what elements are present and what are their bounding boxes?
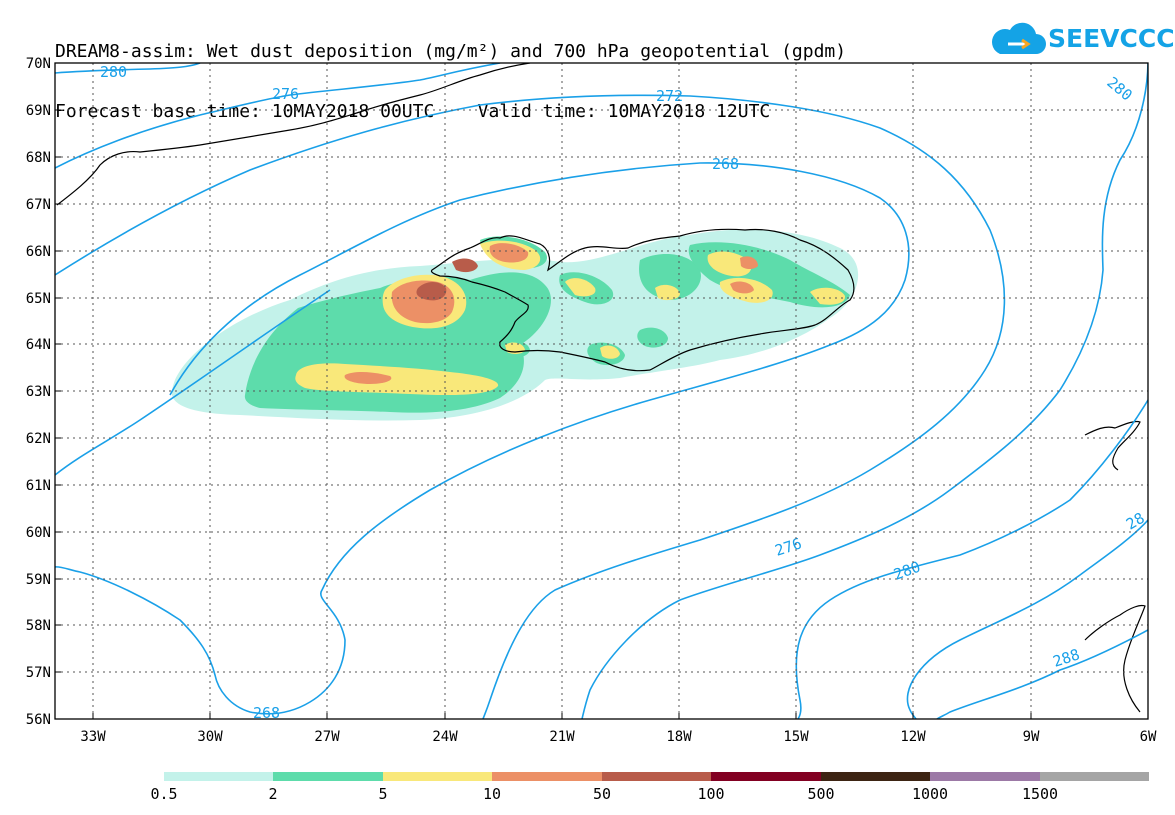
legend-swatch: [1040, 772, 1149, 781]
lon-label: 12W: [900, 729, 926, 745]
legend-labels: 0.5 2 5 10 50 100 500 1000 1500: [150, 785, 1058, 803]
legend-swatch: [711, 772, 821, 781]
lat-label: 64N: [26, 337, 51, 353]
contour-label: 276: [773, 534, 804, 559]
legend-swatch: [602, 772, 711, 781]
contour-label: 288: [1051, 645, 1082, 670]
legend-label: 10: [483, 785, 501, 803]
legend-label: 0.5: [150, 785, 177, 803]
lat-label: 59N: [26, 572, 51, 588]
map-title: DREAM8-assim: Wet dust deposition (mg/m²…: [55, 2, 846, 142]
lat-label: 61N: [26, 478, 51, 494]
lat-label: 69N: [26, 103, 51, 119]
lat-label: 56N: [26, 712, 51, 728]
lat-label: 65N: [26, 291, 51, 307]
legend-label: 50: [593, 785, 611, 803]
geopotential-contours: [55, 63, 1148, 719]
legend-label: 5: [378, 785, 387, 803]
lon-label: 27W: [314, 729, 340, 745]
lat-label: 63N: [26, 384, 51, 400]
lon-label: 30W: [197, 729, 223, 745]
contour-label: 280: [100, 63, 127, 81]
title-line-1: DREAM8-assim: Wet dust deposition (mg/m²…: [55, 41, 847, 62]
legend-label: 1000: [912, 785, 948, 803]
legend-swatch: [383, 772, 492, 781]
title-line-2: Forecast base time: 10MAY2018 00UTC Vali…: [55, 101, 771, 122]
contour-label: 276: [272, 85, 299, 103]
contour-label: 28: [1123, 509, 1148, 534]
lat-label: 62N: [26, 431, 51, 447]
lat-ticks: [55, 62, 61, 720]
cloud-icon: [992, 22, 1046, 54]
lon-label: 9W: [1023, 729, 1040, 745]
lat-labels: 70N 69N 68N 67N 66N 65N 64N 63N 62N 61N …: [26, 56, 51, 728]
legend-swatch: [164, 772, 273, 781]
lat-label: 70N: [26, 56, 51, 72]
dust-deposition-field: [171, 229, 859, 421]
lon-label: 15W: [783, 729, 809, 745]
lat-label: 60N: [26, 525, 51, 541]
lat-label: 66N: [26, 244, 51, 260]
lat-label: 68N: [26, 150, 51, 166]
legend-label: 1500: [1022, 785, 1058, 803]
lon-label: 24W: [432, 729, 458, 745]
lat-label: 67N: [26, 197, 51, 213]
legend-colorbar: [164, 772, 1149, 781]
lon-label: 21W: [549, 729, 575, 745]
legend-label: 500: [807, 785, 834, 803]
lon-label: 33W: [80, 729, 106, 745]
contour-label: 272: [656, 87, 683, 105]
legend-swatch: [492, 772, 602, 781]
legend-label: 2: [268, 785, 277, 803]
lon-label: 6W: [1140, 729, 1157, 745]
lon-ticks: [92, 713, 1032, 719]
contour-label: 268: [253, 704, 280, 722]
contour-label: 268: [712, 155, 739, 173]
coastlines: [56, 63, 1146, 713]
lon-label: 18W: [666, 729, 692, 745]
legend-swatch: [821, 772, 930, 781]
legend-swatch: [273, 772, 383, 781]
legend-swatch: [930, 772, 1040, 781]
contour-label: 280: [891, 558, 923, 584]
lat-label: 58N: [26, 618, 51, 634]
gridlines: [55, 63, 1148, 719]
legend-label: 100: [697, 785, 724, 803]
contour-label: 280: [1103, 73, 1135, 104]
seevccc-logo: SEEVCCC: [988, 20, 1175, 58]
lon-labels: 33W 30W 27W 24W 21W 18W 15W 12W 9W 6W: [80, 729, 1157, 745]
lat-label: 57N: [26, 665, 51, 681]
logo-text: SEEVCCC: [1048, 24, 1175, 53]
